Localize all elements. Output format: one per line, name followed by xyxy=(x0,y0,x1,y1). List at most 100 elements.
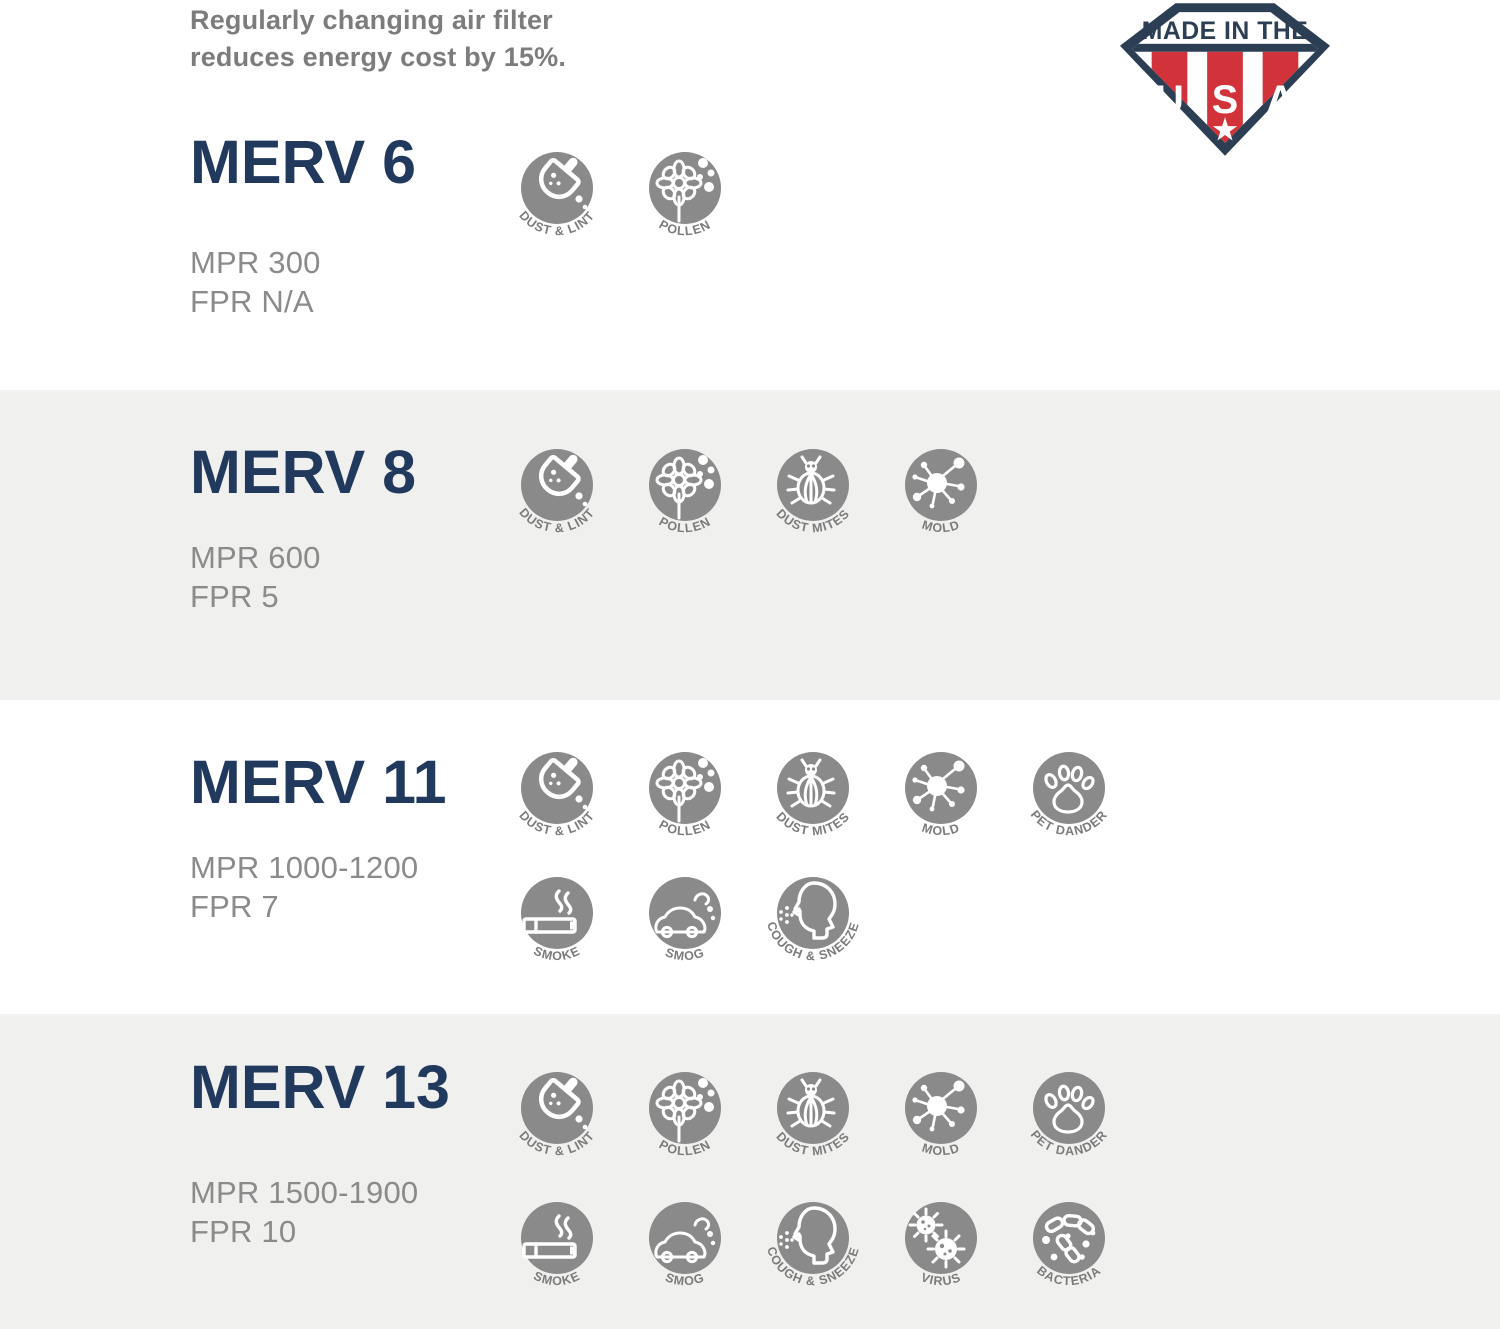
pet-dander-icon-svg: PET DANDER xyxy=(1028,752,1109,838)
smog-icon: SMOG xyxy=(625,866,745,970)
smoke-icon: SMOKE xyxy=(497,866,617,970)
icon-label: MOLD xyxy=(920,1141,962,1159)
pollen-glyph xyxy=(655,1078,715,1143)
merv-11-mpr-value: MPR 1000-1200 xyxy=(190,850,419,885)
dust-mites-glyph xyxy=(786,1078,836,1128)
merv-8-contaminant-icons: DUST & LINT POLLEN xyxy=(497,438,1001,542)
pet-dander-icon-svg: PET DANDER xyxy=(1028,1072,1109,1158)
merv-8-fpr-value: FPR 5 xyxy=(190,579,279,614)
bacteria-icon-svg: BACTERIA xyxy=(1033,1202,1105,1288)
pollen-icon: POLLEN xyxy=(625,141,745,245)
cough-sneeze-icon-svg: COUGH & SNEEZE xyxy=(764,1202,861,1288)
pollen-icon-svg: POLLEN xyxy=(649,152,721,238)
mold-glyph xyxy=(912,760,965,812)
icon-circle xyxy=(1033,752,1105,824)
pet-dander-icon: PET DANDER xyxy=(1009,741,1129,845)
cough-sneeze-glyph xyxy=(779,1206,837,1265)
merv-13-title: MERV 13 xyxy=(190,1053,450,1121)
icon-label: SMOKE xyxy=(531,944,582,964)
merv-13-contaminant-icons: DUST & LINT POLLEN xyxy=(497,1061,1129,1295)
dust-mites-glyph xyxy=(786,455,836,505)
badge-letter-a: A xyxy=(1266,78,1295,122)
merv-8-title: MERV 8 xyxy=(190,438,417,506)
badge-band-line xyxy=(1131,43,1319,52)
dust-lint-icon-svg: DUST & LINT xyxy=(516,152,597,238)
dust-mites-glyph xyxy=(786,758,836,808)
icon-label: SMOKE xyxy=(531,1269,582,1289)
icon-label: MOLD xyxy=(920,821,962,839)
dust-mites-icon: DUST MITES xyxy=(753,741,873,845)
dust-lint-glyph xyxy=(538,454,588,507)
smoke-icon: SMOKE xyxy=(497,1191,617,1295)
mold-icon: MOLD xyxy=(881,1061,1001,1165)
icon-label: POLLEN xyxy=(657,217,714,238)
merv-13-icon-row-2: SMOKE SMOG xyxy=(497,1191,1129,1295)
merv-11-ratings: MPR 1000-1200 FPR 7 xyxy=(190,848,418,926)
mold-glyph xyxy=(912,1080,965,1132)
cough-sneeze-icon: COUGH & SNEEZE xyxy=(753,866,873,970)
energy-note-line-2: reduces energy cost by 15%. xyxy=(190,42,567,72)
badge-letter-s: S xyxy=(1212,78,1238,122)
dust-lint-icon-svg: DUST & LINT xyxy=(516,752,597,838)
merv-6-title: MERV 6 xyxy=(190,128,417,196)
dust-lint-icon-svg: DUST & LINT xyxy=(516,1072,597,1158)
merv-11-icon-row-2: SMOKE SMOG xyxy=(497,866,1129,970)
icon-circle xyxy=(521,449,593,521)
pollen-icon: POLLEN xyxy=(625,438,745,542)
badge-banner-text: MADE IN THE xyxy=(1142,18,1308,45)
merv-8-ratings: MPR 600 FPR 5 xyxy=(190,538,321,616)
virus-icon: VIRUS xyxy=(881,1191,1001,1295)
smog-glyph xyxy=(654,892,716,939)
bacteria-glyph xyxy=(1042,1213,1096,1264)
pollen-icon-svg: POLLEN xyxy=(649,449,721,535)
icon-circle xyxy=(521,152,593,224)
icon-circle xyxy=(521,1072,593,1144)
cough-sneeze-icon-svg: COUGH & SNEEZE xyxy=(764,877,861,963)
merv-11-contaminant-icons: DUST & LINT POLLEN xyxy=(497,741,1129,970)
section-merv-13: MERV 13 MPR 1500-1900 FPR 10 DUST & LINT xyxy=(0,1014,1500,1329)
badge-letter-u: U xyxy=(1155,78,1184,122)
smoke-glyph xyxy=(522,1214,577,1259)
icon-label: MOLD xyxy=(920,518,962,536)
icon-circle xyxy=(649,877,721,949)
pollen-glyph xyxy=(655,455,715,520)
merv-8-icon-row-1: DUST & LINT POLLEN xyxy=(497,438,1001,542)
smoke-glyph xyxy=(522,889,577,934)
mold-icon: MOLD xyxy=(881,741,1001,845)
merv-6-contaminant-icons: DUST & LINT POLLEN xyxy=(497,141,745,245)
mold-icon-svg: MOLD xyxy=(905,752,977,839)
pollen-glyph xyxy=(655,158,715,223)
bacteria-icon: BACTERIA xyxy=(1009,1191,1129,1295)
smoke-icon-svg: SMOKE xyxy=(521,1202,593,1289)
merv-6-ratings: MPR 300 FPR N/A xyxy=(190,243,321,321)
icon-label: SMOG xyxy=(663,1270,706,1288)
icon-circle xyxy=(777,449,849,521)
dust-lint-glyph xyxy=(538,1077,588,1130)
merv-6-fpr-value: FPR N/A xyxy=(190,284,314,319)
dust-mites-icon-svg: DUST MITES xyxy=(773,449,852,535)
pollen-icon: POLLEN xyxy=(625,741,745,845)
merv-13-icon-row-1: DUST & LINT POLLEN xyxy=(497,1061,1129,1165)
icon-label: SMOG xyxy=(663,945,706,963)
dust-lint-icon: DUST & LINT xyxy=(497,1061,617,1165)
pet-dander-glyph xyxy=(1044,764,1095,814)
merv-6-icon-row-1: DUST & LINT POLLEN xyxy=(497,141,745,245)
icon-label: POLLEN xyxy=(657,1137,714,1158)
smog-glyph xyxy=(654,1217,716,1264)
icon-label: POLLEN xyxy=(657,817,714,838)
pollen-icon-svg: POLLEN xyxy=(649,1072,721,1158)
dust-lint-glyph xyxy=(538,757,588,810)
merv-6-mpr-value: MPR 300 xyxy=(190,245,321,280)
dust-lint-glyph xyxy=(538,157,588,210)
badge-star-icon xyxy=(1212,117,1238,141)
mold-glyph xyxy=(912,457,965,509)
section-merv-11: MERV 11 MPR 1000-1200 FPR 7 DUST & LINT xyxy=(0,700,1500,1014)
smog-icon-svg: SMOG xyxy=(649,1202,721,1288)
icon-circle xyxy=(521,1202,593,1274)
dust-mites-icon-svg: DUST MITES xyxy=(773,752,852,838)
merv-13-fpr-value: FPR 10 xyxy=(190,1214,297,1249)
merv-11-title: MERV 11 xyxy=(190,748,447,816)
merv-11-fpr-value: FPR 7 xyxy=(190,889,279,924)
